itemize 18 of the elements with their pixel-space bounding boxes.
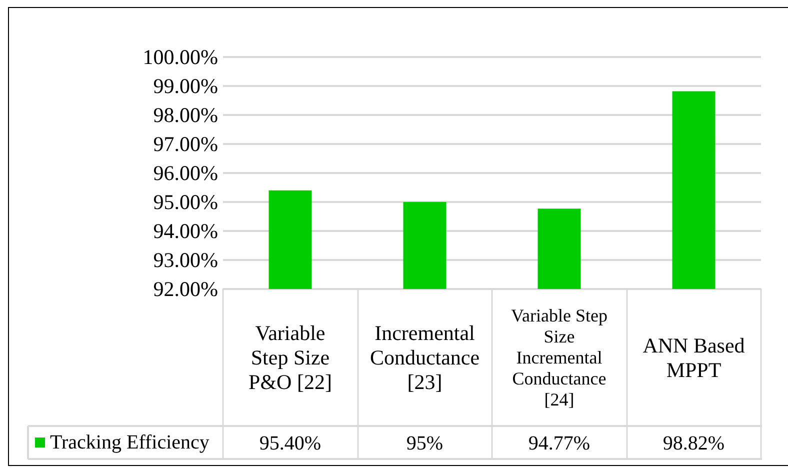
y-tick-label: 93.00% (153, 248, 218, 272)
y-tick-label: 99.00% (153, 74, 218, 98)
data-label: 95.40% (259, 432, 322, 454)
x-tick-label: Variable Step Size Incremental Conductance [24] (511, 306, 608, 410)
x-tick-label: Variable Step Size P&O [22] (248, 321, 332, 394)
data-label: 95% (406, 432, 444, 454)
x-tick-label: ANN Based MPPT (642, 333, 746, 382)
y-tick-label: 95.00% (153, 190, 218, 214)
y-tick-label: 94.00% (153, 219, 218, 243)
y-tick-label: 92.00% (153, 277, 218, 301)
y-tick-label: 97.00% (153, 132, 218, 156)
y-tick-label: 96.00% (153, 161, 218, 185)
x-tick-label: Incremental Conductance [23] (370, 321, 480, 394)
y-tick-label: 98.00% (153, 103, 218, 127)
data-label: 98.82% (662, 432, 725, 454)
y-tick-label: 100.00% (142, 45, 218, 69)
data-label: 94.77% (528, 432, 590, 454)
legend-label: Tracking Efficiency (50, 432, 210, 454)
